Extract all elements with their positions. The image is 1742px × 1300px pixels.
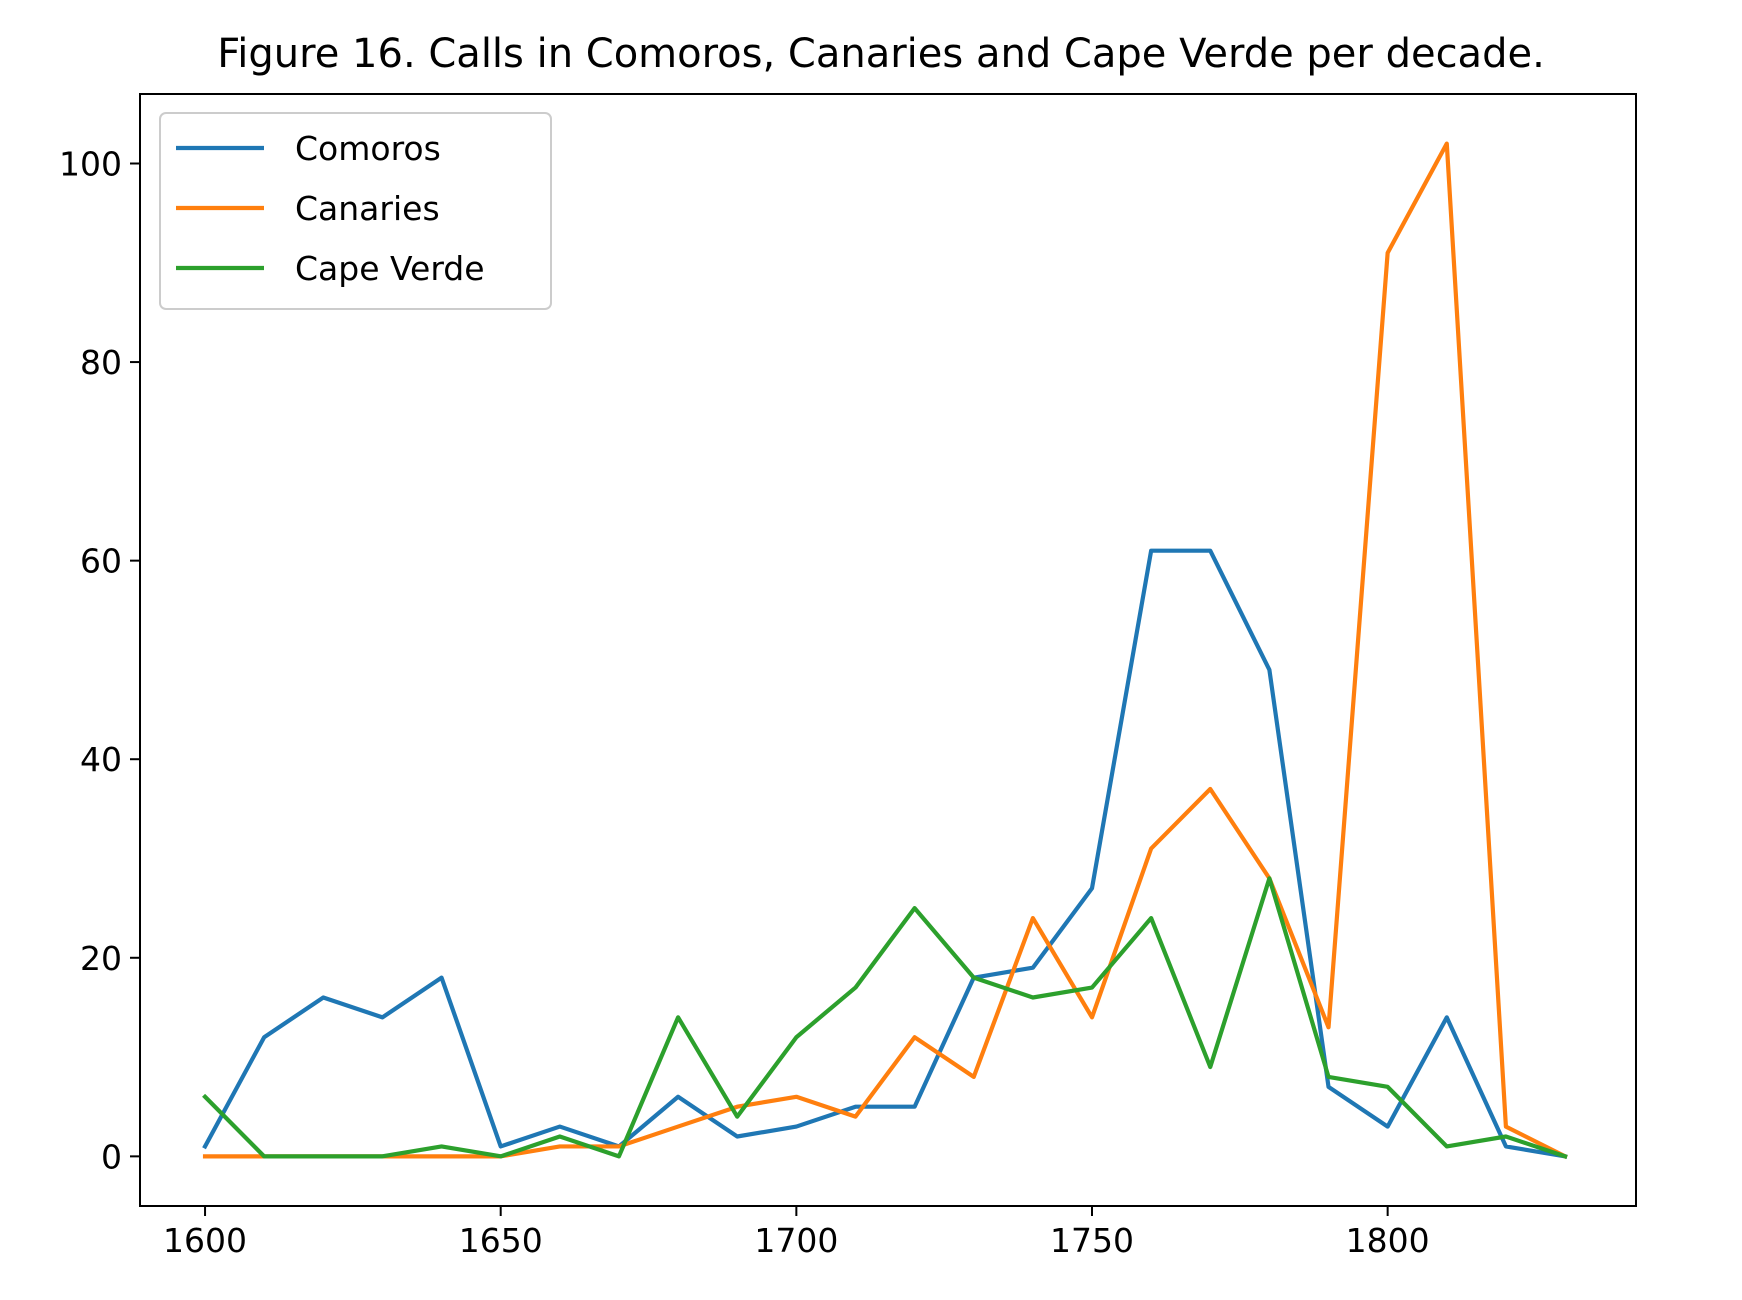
y-tick-label: 40 [80, 740, 122, 779]
plot-area [202, 141, 1568, 1160]
legend-label: Cape Verde [295, 249, 485, 288]
chart-title: Figure 16. Calls in Comoros, Canaries an… [217, 31, 1545, 77]
x-tick-label: 1650 [459, 1221, 543, 1260]
y-tick-label: 0 [101, 1137, 122, 1176]
legend: Comoros Canaries Cape Verde [159, 112, 552, 310]
series-line-comoros [202, 548, 1568, 1159]
x-tick-label: 1700 [754, 1221, 838, 1260]
series-line-canaries [202, 141, 1568, 1160]
legend-box [159, 112, 552, 310]
y-tick-label: 20 [80, 939, 122, 978]
legend-label: Comoros [295, 129, 441, 168]
legend-label: Canaries [295, 189, 440, 228]
series-line-cape-verde [202, 876, 1568, 1160]
axes-frame [139, 93, 1637, 1207]
y-tick-label: 80 [80, 343, 122, 382]
x-tick-label: 1750 [1050, 1221, 1134, 1260]
y-tick-label: 60 [80, 542, 122, 581]
axis-ticks: 1600 1650 1700 1750 1800 0 20 40 60 80 100 [59, 145, 1430, 1261]
y-tick-label: 100 [59, 145, 122, 184]
x-tick-label: 1600 [163, 1221, 247, 1260]
x-tick-label: 1800 [1346, 1221, 1430, 1260]
